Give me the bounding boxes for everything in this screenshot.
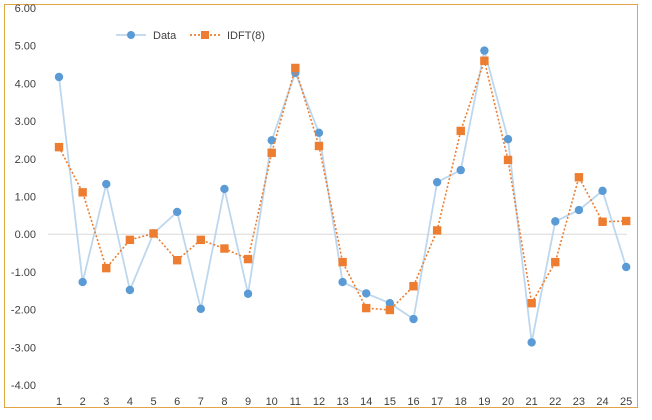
x-tick-label: 15 xyxy=(384,396,396,408)
data-point xyxy=(243,289,253,298)
data-point xyxy=(409,314,418,324)
idft-point xyxy=(503,155,513,165)
data-point xyxy=(574,205,584,215)
x-tick-label: 18 xyxy=(455,396,467,408)
x-tick-label: 1 xyxy=(56,396,62,408)
data-point xyxy=(527,338,536,347)
data-point xyxy=(551,217,560,226)
x-tick-label: 10 xyxy=(266,396,278,408)
x-tick-label: 19 xyxy=(478,396,490,408)
idft-point xyxy=(409,282,418,291)
series-line-2 xyxy=(58,57,627,311)
idft-point xyxy=(314,141,324,151)
x-tick-label: 24 xyxy=(596,396,608,408)
idft-point xyxy=(432,226,442,235)
idft-point xyxy=(54,142,64,152)
data-point xyxy=(102,179,111,189)
data-point xyxy=(125,285,135,295)
x-tick-label: 5 xyxy=(150,396,156,408)
x-axis: 1 2 3 4 5 6 7 8 9 10 11 12 13 14 15 16 17 18 19 20 21 22 23 24 2… xyxy=(56,396,632,408)
x-tick-label: 12 xyxy=(313,396,325,408)
x-tick-label: 17 xyxy=(431,396,443,408)
legend: Data IDFT(8) xyxy=(116,30,265,42)
x-tick-label: 22 xyxy=(549,396,561,408)
y-tick-label: -3.00 xyxy=(11,342,36,354)
idft-point xyxy=(362,303,371,313)
idft-point xyxy=(78,188,87,197)
idft-point xyxy=(149,229,158,238)
y-tick-label: 3.00 xyxy=(15,116,36,128)
data-point xyxy=(598,186,607,196)
legend-marker xyxy=(201,31,209,39)
data-point xyxy=(503,134,513,144)
data-point xyxy=(220,184,229,194)
data-point xyxy=(54,72,64,82)
y-tick-label: 1.00 xyxy=(15,192,36,204)
x-tick-label: 20 xyxy=(502,396,514,408)
idft-point xyxy=(291,63,300,73)
x-tick-label: 6 xyxy=(174,396,180,408)
data-point xyxy=(338,277,347,287)
x-tick-label: 13 xyxy=(336,396,348,408)
idft-point xyxy=(196,235,205,245)
idft-point xyxy=(598,217,607,226)
y-tick-label: 6.00 xyxy=(15,3,36,15)
idft-point xyxy=(551,257,560,267)
y-tick-label: -4.00 xyxy=(11,380,36,392)
y-tick-label: 5.00 xyxy=(15,41,36,53)
x-tick-label: 8 xyxy=(221,396,227,408)
data-point xyxy=(78,277,87,287)
idft-point xyxy=(338,257,347,267)
data-point xyxy=(362,289,371,298)
idft-point xyxy=(480,56,489,65)
data-point xyxy=(480,46,489,55)
idft-point xyxy=(220,244,229,253)
idft-point xyxy=(574,173,584,182)
idft-point xyxy=(125,235,135,245)
series-layer xyxy=(54,46,631,347)
data-point xyxy=(432,177,442,187)
idft-point xyxy=(267,148,276,157)
x-tick-label: 21 xyxy=(526,396,538,408)
x-tick-label: 16 xyxy=(407,396,419,408)
x-tick-label: 14 xyxy=(360,396,372,408)
y-tick-label: 0.00 xyxy=(15,229,36,241)
series-line-1 xyxy=(58,50,628,343)
data-point xyxy=(172,207,182,217)
x-tick-label: 9 xyxy=(245,396,251,408)
legend-label: IDFT(8) xyxy=(227,30,265,42)
x-tick-label: 11 xyxy=(290,396,301,408)
y-tick-label: 2.00 xyxy=(15,154,36,166)
data-point xyxy=(621,262,631,272)
x-tick-label: 3 xyxy=(103,396,109,408)
legend-marker xyxy=(127,31,135,39)
x-tick-label: 25 xyxy=(620,396,632,408)
legend-label: Data xyxy=(153,30,177,42)
idft-point xyxy=(385,305,395,315)
idft-point xyxy=(456,126,465,136)
idft-point xyxy=(621,216,631,226)
y-tick-label: -1.00 xyxy=(11,267,36,279)
x-tick-label: 23 xyxy=(573,396,585,408)
data-point xyxy=(456,165,465,175)
idft-point xyxy=(172,256,182,265)
y-tick-label: -2.00 xyxy=(11,305,36,317)
idft-point xyxy=(102,263,111,273)
y-tick-label: 4.00 xyxy=(15,78,36,90)
data-point xyxy=(196,304,205,314)
data-point xyxy=(314,128,324,137)
y-axis: -4.00 -3.00 -2.00 -1.00 0.00 1.00 2.00 3.00 4.00… xyxy=(11,3,36,392)
x-tick-label: 4 xyxy=(127,396,133,408)
x-tick-label: 2 xyxy=(80,396,86,408)
idft-point xyxy=(527,298,536,308)
data-point xyxy=(385,298,395,308)
x-tick-label: 7 xyxy=(198,396,204,408)
idft-point xyxy=(243,254,253,264)
